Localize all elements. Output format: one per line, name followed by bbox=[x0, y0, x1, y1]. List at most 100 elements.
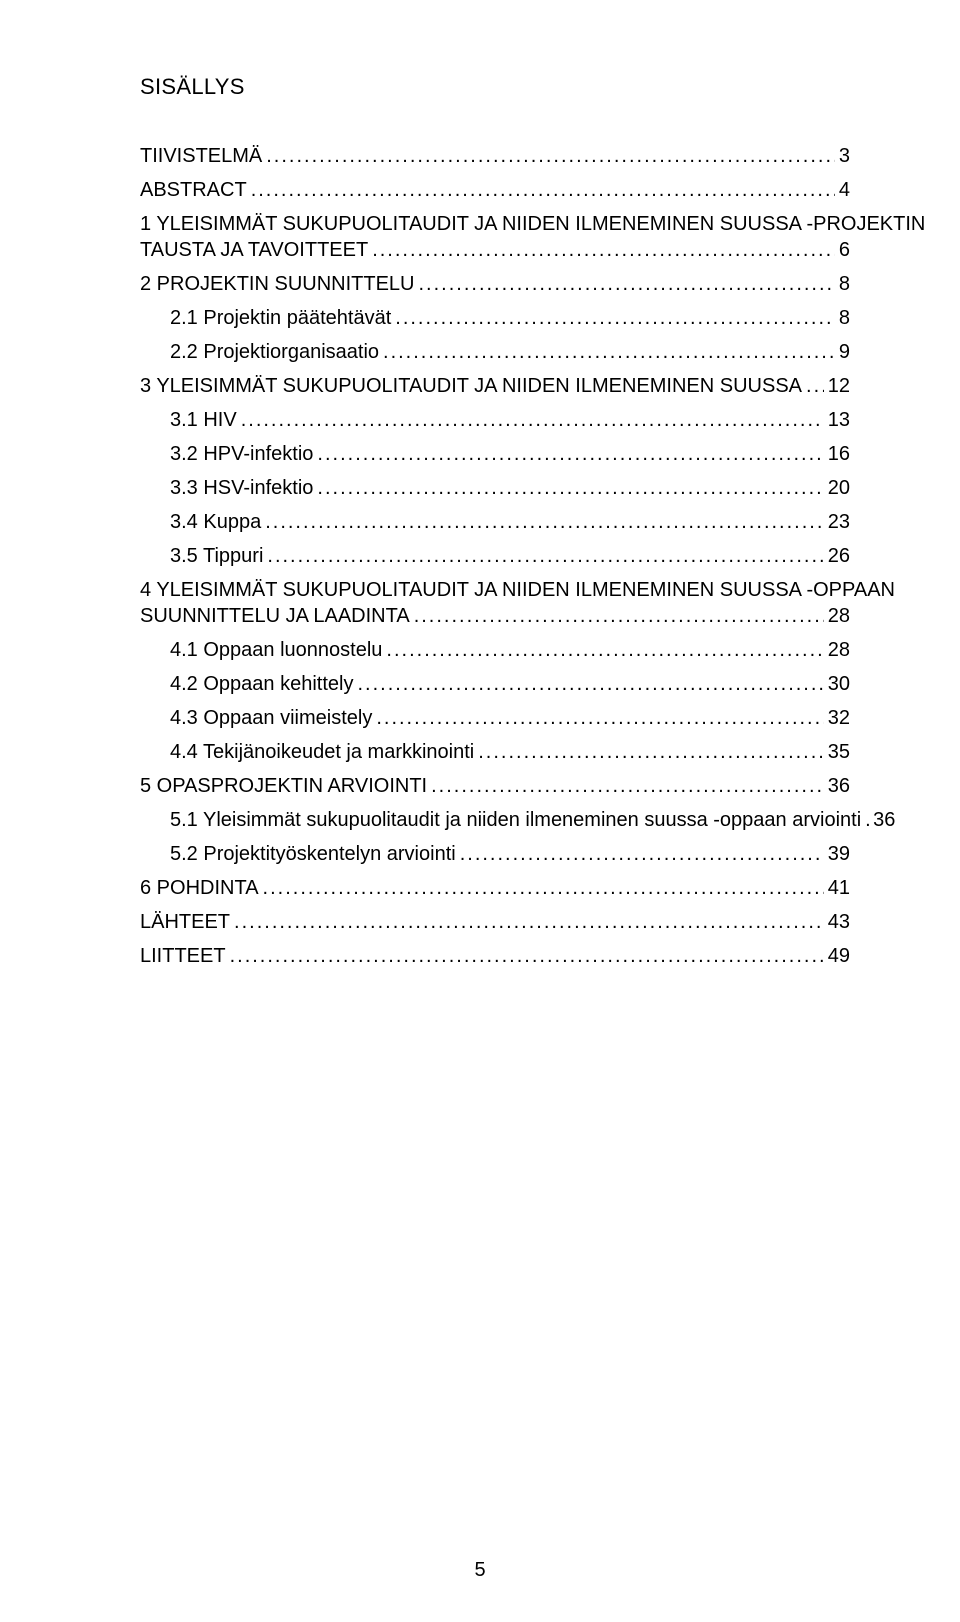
page: SISÄLLYS TIIVISTELMÄ 3 ABSTRACT 4 1 YLEISIMM… bbox=[0, 0, 960, 1622]
toc-entry-label: ABSTRACT bbox=[140, 180, 247, 200]
page-number: 5 bbox=[0, 1559, 960, 1582]
toc-entry: 5.2 Projektityöskentelyn arviointi 39 bbox=[140, 844, 850, 864]
toc-entry: 4.1 Oppaan luonnostelu 28 bbox=[140, 640, 850, 660]
toc-leader-dots bbox=[427, 776, 824, 796]
toc-entry-page: 30 bbox=[824, 674, 850, 694]
toc-leader-dots bbox=[368, 240, 835, 260]
toc-entry-page: 28 bbox=[824, 640, 850, 660]
toc-entry-label: 2.1 Projektin päätehtävät bbox=[170, 308, 391, 328]
toc-entry: TIIVISTELMÄ 3 bbox=[140, 146, 850, 166]
toc-entry-page: 20 bbox=[824, 478, 850, 498]
toc-entry-continued: TAUSTA JA TAVOITTEET 6 bbox=[140, 240, 850, 260]
toc-leader-dots bbox=[259, 878, 824, 898]
toc-entry-page: 3 bbox=[835, 146, 850, 166]
toc-leader-dots bbox=[313, 478, 823, 498]
toc-leader-dots bbox=[456, 844, 824, 864]
toc-entry: 2.2 Projektiorganisaatio 9 bbox=[140, 342, 850, 362]
toc-entry: 5 OPASPROJEKTIN ARVIOINTI 36 bbox=[140, 776, 850, 796]
toc-entry: 6 POHDINTA 41 bbox=[140, 878, 850, 898]
toc-leader-dots bbox=[802, 376, 824, 396]
toc-leader-dots bbox=[263, 546, 823, 566]
toc-leader-dots bbox=[230, 912, 824, 932]
toc-entry-label: 4 YLEISIMMÄT SUKUPUOLITAUDIT JA NIIDEN I… bbox=[140, 580, 895, 600]
toc-leader-dots bbox=[247, 180, 835, 200]
toc-entry: 5.1 Yleisimmät sukupuolitaudit ja niiden… bbox=[140, 810, 850, 830]
toc-entry-page: 39 bbox=[824, 844, 850, 864]
toc-entry-label: 3.1 HIV bbox=[170, 410, 237, 430]
toc-entry: 4.2 Oppaan kehittely 30 bbox=[140, 674, 850, 694]
toc-entry-label: 5.1 Yleisimmät sukupuolitaudit ja niiden… bbox=[170, 810, 861, 830]
toc-entry-label: TIIVISTELMÄ bbox=[140, 146, 262, 166]
toc-entry: 3.5 Tippuri 26 bbox=[140, 546, 850, 566]
toc-entry: 4 YLEISIMMÄT SUKUPUOLITAUDIT JA NIIDEN I… bbox=[140, 580, 850, 600]
toc-entry: 2.1 Projektin päätehtävät 8 bbox=[140, 308, 850, 328]
toc-entry: 4.4 Tekijänoikeudet ja markkinointi 35 bbox=[140, 742, 850, 762]
toc-entry-page: 32 bbox=[824, 708, 850, 728]
toc-entry-label: LÄHTEET bbox=[140, 912, 230, 932]
toc-entry-page: 8 bbox=[835, 308, 850, 328]
toc-entry-label: LIITTEET bbox=[140, 946, 226, 966]
toc-entry: ABSTRACT 4 bbox=[140, 180, 850, 200]
toc-entry-page: 4 bbox=[835, 180, 850, 200]
toc-entry-page: 16 bbox=[824, 444, 850, 464]
toc-heading: SISÄLLYS bbox=[140, 74, 850, 100]
toc-leader-dots bbox=[391, 308, 835, 328]
toc-entry: 2 PROJEKTIN SUUNNITTELU 8 bbox=[140, 274, 850, 294]
toc-leader-dots bbox=[861, 810, 869, 830]
toc-entry: 3.2 HPV-infektio 16 bbox=[140, 444, 850, 464]
toc-leader-dots bbox=[237, 410, 824, 430]
toc-entry-page: 23 bbox=[824, 512, 850, 532]
toc-entry-label: 3 YLEISIMMÄT SUKUPUOLITAUDIT JA NIIDEN I… bbox=[140, 376, 802, 396]
toc-entry-label-tail: SUUNNITTELU JA LAADINTA bbox=[140, 606, 410, 626]
toc-entry-page: 12 bbox=[824, 376, 850, 396]
toc-leader-dots bbox=[262, 146, 835, 166]
toc-entry-continued: SUUNNITTELU JA LAADINTA 28 bbox=[140, 606, 850, 626]
toc-entry-label: 3.5 Tippuri bbox=[170, 546, 263, 566]
toc-leader-dots bbox=[414, 274, 834, 294]
toc-entry-page: 43 bbox=[824, 912, 850, 932]
toc-entry-page: 41 bbox=[824, 878, 850, 898]
toc-leader-dots bbox=[226, 946, 824, 966]
toc-entry-label: 3.3 HSV-infektio bbox=[170, 478, 313, 498]
toc-entry-label: 4.2 Oppaan kehittely bbox=[170, 674, 353, 694]
toc-entry-label: 6 POHDINTA bbox=[140, 878, 259, 898]
toc-entry-page: 8 bbox=[835, 274, 850, 294]
toc-entry-label: 2.2 Projektiorganisaatio bbox=[170, 342, 379, 362]
toc-entry-page: 9 bbox=[835, 342, 850, 362]
toc-entry-label: 5 OPASPROJEKTIN ARVIOINTI bbox=[140, 776, 427, 796]
toc-entry-label: 2 PROJEKTIN SUUNNITTELU bbox=[140, 274, 414, 294]
toc-leader-dots bbox=[379, 342, 835, 362]
toc-entry: LÄHTEET 43 bbox=[140, 912, 850, 932]
toc-leader-dots bbox=[313, 444, 823, 464]
toc-entry-label: 3.2 HPV-infektio bbox=[170, 444, 313, 464]
toc-entry-label: 4.3 Oppaan viimeistely bbox=[170, 708, 372, 728]
toc-entry-page: 36 bbox=[869, 810, 895, 830]
toc-entry-label: 1 YLEISIMMÄT SUKUPUOLITAUDIT JA NIIDEN I… bbox=[140, 214, 925, 234]
toc-entry: 4.3 Oppaan viimeistely 32 bbox=[140, 708, 850, 728]
toc-entry-page: 35 bbox=[824, 742, 850, 762]
toc-entry-label: 5.2 Projektityöskentelyn arviointi bbox=[170, 844, 456, 864]
toc-entry: 3.1 HIV 13 bbox=[140, 410, 850, 430]
toc-leader-dots bbox=[372, 708, 823, 728]
toc-entry: 3.3 HSV-infektio 20 bbox=[140, 478, 850, 498]
toc-leader-dots bbox=[410, 606, 824, 626]
toc-entry-label: 4.1 Oppaan luonnostelu bbox=[170, 640, 382, 660]
toc-entry: 3.4 Kuppa 23 bbox=[140, 512, 850, 532]
toc-entry-page: 13 bbox=[824, 410, 850, 430]
toc-leader-dots bbox=[261, 512, 824, 532]
toc-leader-dots bbox=[382, 640, 823, 660]
toc-entry-page: 26 bbox=[824, 546, 850, 566]
toc-entry-page: 6 bbox=[835, 240, 850, 260]
toc-entry: LIITTEET 49 bbox=[140, 946, 850, 966]
toc-leader-dots bbox=[474, 742, 824, 762]
toc-entry-page: 36 bbox=[824, 776, 850, 796]
toc-entry-label-tail: TAUSTA JA TAVOITTEET bbox=[140, 240, 368, 260]
toc-entry-page: 49 bbox=[824, 946, 850, 966]
toc-entry: 1 YLEISIMMÄT SUKUPUOLITAUDIT JA NIIDEN I… bbox=[140, 214, 850, 234]
toc-entry: 3 YLEISIMMÄT SUKUPUOLITAUDIT JA NIIDEN I… bbox=[140, 376, 850, 396]
toc-entry-page: 28 bbox=[824, 606, 850, 626]
toc-entry-label: 3.4 Kuppa bbox=[170, 512, 261, 532]
toc-leader-dots bbox=[353, 674, 823, 694]
toc: TIIVISTELMÄ 3 ABSTRACT 4 1 YLEISIMMÄT SUKUPU… bbox=[140, 146, 850, 966]
toc-entry-label: 4.4 Tekijänoikeudet ja markkinointi bbox=[170, 742, 474, 762]
